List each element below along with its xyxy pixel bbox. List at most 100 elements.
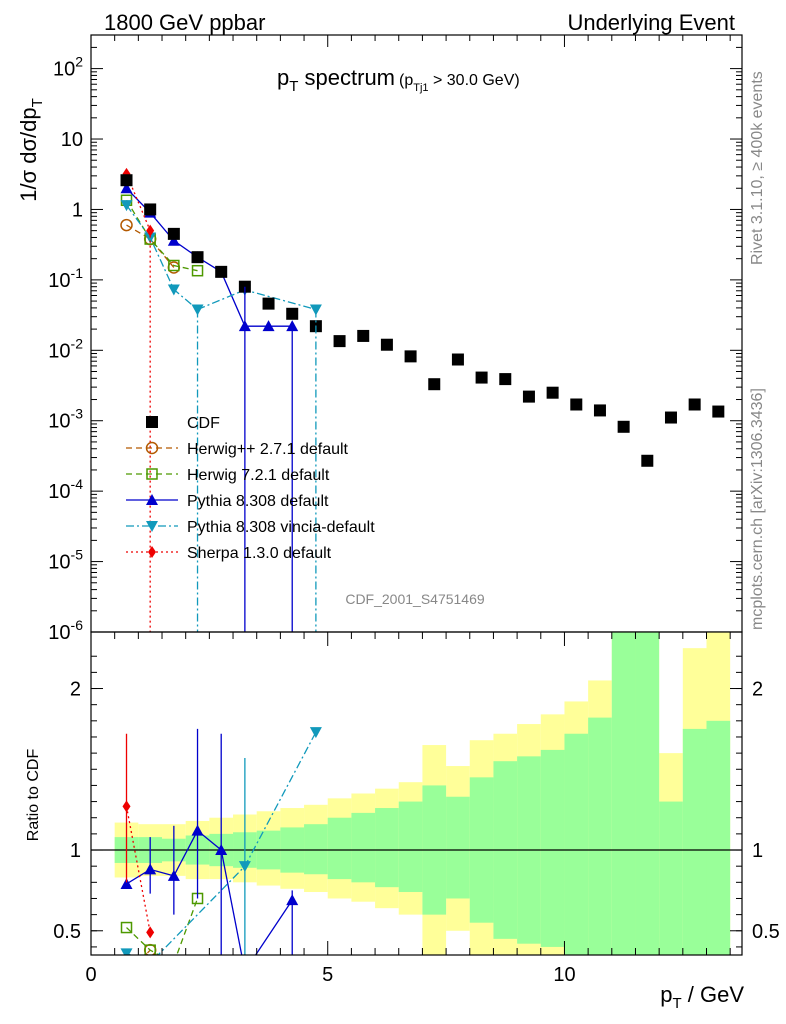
legend-entry-herwig7: Herwig 7.2.1 default bbox=[126, 467, 330, 484]
y-axis-label-main: 1/σ dσ/dpT bbox=[16, 98, 46, 202]
uncertainty-band-inner bbox=[304, 824, 328, 875]
legend-marker-pythia bbox=[146, 494, 158, 505]
legend-entry-pythia: Pythia 8.308 default bbox=[126, 493, 329, 510]
x-tick-label: 0 bbox=[85, 964, 96, 986]
uncertainty-band-inner bbox=[682, 728, 707, 955]
ratio-point-herwigpp bbox=[121, 969, 132, 980]
data-point-vincia bbox=[144, 232, 157, 244]
legend-marker-cdf bbox=[146, 416, 158, 428]
legend-marker-herwig7 bbox=[146, 468, 158, 480]
legend-entry-vincia: Pythia 8.308 vincia-default bbox=[126, 519, 375, 536]
ratio-point-vincia bbox=[309, 727, 322, 739]
series-cdf bbox=[120, 174, 725, 467]
data-point-cdf bbox=[451, 353, 464, 366]
data-point-herwigpp bbox=[120, 218, 133, 232]
ratio-point-vincia bbox=[144, 958, 156, 969]
data-point-cdf bbox=[522, 390, 535, 403]
data-point-cdf bbox=[499, 373, 512, 386]
ratio-panel: 0.5 0.5 1 1 2 2 0 5 10 bbox=[53, 631, 780, 986]
ratio-line-herwig7 bbox=[126, 898, 199, 955]
data-point-cdf bbox=[191, 251, 204, 264]
legend-entry-herwigpp: Herwig++ 2.7.1 default bbox=[126, 441, 349, 458]
x-axis-label: pT / GeV bbox=[660, 982, 744, 1012]
ratio-plot-area bbox=[91, 632, 742, 980]
uncertainty-band-inner bbox=[540, 749, 565, 947]
uncertainty-band-inner bbox=[351, 812, 376, 883]
y-tick-label: 10-4 bbox=[48, 476, 83, 503]
data-point-cdf bbox=[570, 398, 583, 411]
ratio-point-sherpa bbox=[146, 926, 155, 939]
data-point-cdf bbox=[167, 227, 180, 240]
y-tick-label: 10-5 bbox=[48, 547, 83, 574]
data-point-cdf bbox=[262, 297, 275, 310]
uncertainty-band-inner bbox=[635, 632, 660, 955]
y-tick-label: 10-2 bbox=[48, 335, 83, 362]
y-axis-label-ratio: Ratio to CDF bbox=[25, 749, 42, 842]
y-tick-label: 10-3 bbox=[48, 406, 83, 433]
ratio-point-pythia bbox=[120, 877, 133, 889]
y-tick-label: 10 bbox=[61, 129, 83, 151]
data-point-cdf bbox=[546, 386, 559, 399]
data-point-cdf bbox=[641, 454, 654, 467]
ratio-line-vincia bbox=[126, 731, 317, 955]
data-point-cdf bbox=[593, 404, 606, 417]
header-left: 1800 GeV ppbar bbox=[104, 10, 265, 35]
data-point-cdf bbox=[475, 371, 488, 384]
legend-entry-sherpa: Sherpa 1.3.0 default bbox=[126, 545, 332, 562]
legend-label-herwig7: Herwig 7.2.1 default bbox=[187, 467, 330, 484]
data-point-cdf bbox=[404, 350, 417, 363]
ratio-point-herwig7 bbox=[144, 944, 156, 955]
data-point-cdf bbox=[333, 335, 346, 348]
data-point-cdf bbox=[712, 405, 725, 418]
uncertainty-band-inner bbox=[446, 796, 470, 899]
data-point-cdf bbox=[428, 378, 441, 391]
data-point-pythia bbox=[262, 320, 275, 332]
ratio-line-sherpa bbox=[125, 806, 151, 933]
ratio-series-sherpa bbox=[122, 800, 155, 939]
uncertainty-band-inner bbox=[588, 717, 612, 955]
data-point-pythia bbox=[286, 320, 299, 332]
legend-label-herwigpp: Herwig++ 2.7.1 default bbox=[187, 441, 349, 458]
data-point-cdf bbox=[357, 329, 370, 342]
main-frame bbox=[90, 34, 743, 633]
legend-label-sherpa: Sherpa 1.3.0 default bbox=[187, 545, 332, 562]
y-tick-label: 1 bbox=[72, 199, 83, 221]
x-tick-label: 10 bbox=[553, 964, 575, 986]
analysis-id: CDF_2001_S4751469 bbox=[345, 591, 485, 607]
ratio-y-tick-label-right: 2 bbox=[752, 679, 763, 701]
legend-label-pythia: Pythia 8.308 default bbox=[187, 493, 329, 510]
ratio-y-tick-label-right: 1 bbox=[752, 840, 763, 862]
ratio-y-tick-label: 0.5 bbox=[53, 921, 81, 943]
ratio-point-vincia bbox=[120, 948, 133, 955]
legend-marker-sherpa bbox=[148, 546, 156, 558]
series-line-herwigpp bbox=[126, 224, 175, 268]
data-point-herwig7 bbox=[168, 259, 180, 272]
data-point-cdf bbox=[144, 203, 157, 216]
main-panel: 10-6 10-5 10-4 10-3 10-2 10-1 1 10 102 bbox=[48, 34, 743, 644]
legend-label-vincia: Pythia 8.308 vincia-default bbox=[187, 519, 375, 536]
data-point-herwig7 bbox=[191, 264, 204, 277]
uncertainty-band-inner bbox=[611, 632, 636, 955]
uncertainty-band-inner bbox=[398, 801, 423, 893]
series-line-vincia bbox=[125, 204, 317, 311]
y-tick-label: 102 bbox=[53, 54, 83, 81]
uncertainty-band-inner bbox=[564, 733, 589, 955]
uncertainty-band-inner bbox=[706, 720, 731, 955]
x-tick-label: 5 bbox=[322, 964, 333, 986]
legend-entry-cdf: CDF bbox=[146, 415, 220, 432]
data-point-vincia bbox=[167, 284, 180, 296]
main-plot-area bbox=[120, 167, 725, 632]
y-tick-label: 10-1 bbox=[48, 265, 83, 292]
data-point-cdf bbox=[286, 307, 299, 320]
ratio-point-pythia bbox=[239, 965, 251, 976]
uncertainty-band-inner bbox=[327, 817, 352, 880]
side-text-bottom: mcplots.cern.ch [arXiv:1306.3436] bbox=[749, 388, 766, 630]
ratio-y-tick-label: 2 bbox=[70, 679, 81, 701]
data-point-cdf bbox=[617, 420, 630, 433]
uncertainty-band-inner bbox=[375, 808, 399, 888]
legend: CDF Herwig++ 2.7.1 default Herwig 7.2.1 de… bbox=[126, 415, 375, 562]
legend-marker-vincia bbox=[146, 521, 158, 532]
y-tick-label: 10-6 bbox=[48, 617, 83, 644]
data-point-cdf bbox=[688, 398, 701, 411]
